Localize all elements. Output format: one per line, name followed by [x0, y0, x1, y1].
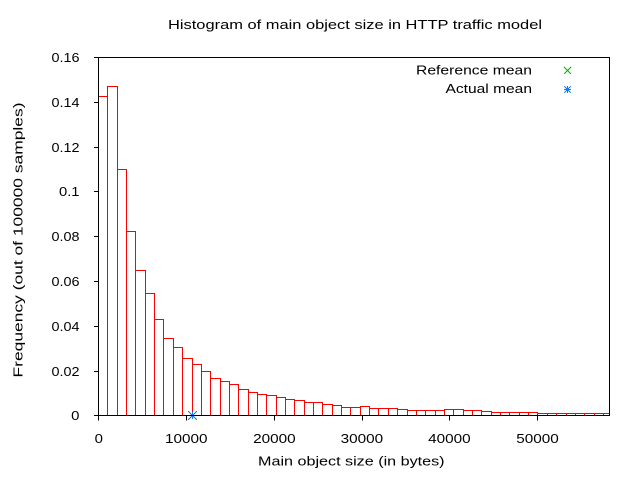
svg-text:30000: 30000: [341, 431, 384, 446]
svg-text:0.04: 0.04: [52, 319, 80, 334]
svg-text:0.06: 0.06: [52, 274, 80, 289]
svg-text:0.1: 0.1: [59, 184, 80, 199]
svg-text:Main object size (in bytes): Main object size (in bytes): [258, 454, 445, 469]
svg-text:0.14: 0.14: [52, 95, 80, 110]
svg-text:40000: 40000: [428, 431, 471, 446]
svg-text:Reference mean: Reference mean: [416, 63, 532, 78]
svg-text:Frequency (out of 100000 sampl: Frequency (out of 100000 samples): [10, 103, 25, 378]
svg-text:0: 0: [71, 408, 79, 423]
svg-text:10000: 10000: [165, 431, 208, 446]
svg-text:20000: 20000: [253, 431, 296, 446]
svg-text:Histogram of main object size: Histogram of main object size in HTTP tr…: [168, 17, 542, 32]
svg-text:50000: 50000: [516, 431, 559, 446]
svg-text:Actual mean: Actual mean: [446, 81, 533, 96]
svg-text:0.08: 0.08: [52, 229, 80, 244]
svg-text:0.02: 0.02: [52, 364, 80, 379]
svg-text:0.12: 0.12: [52, 140, 80, 155]
svg-text:0.16: 0.16: [52, 50, 80, 65]
svg-text:0: 0: [95, 431, 103, 446]
